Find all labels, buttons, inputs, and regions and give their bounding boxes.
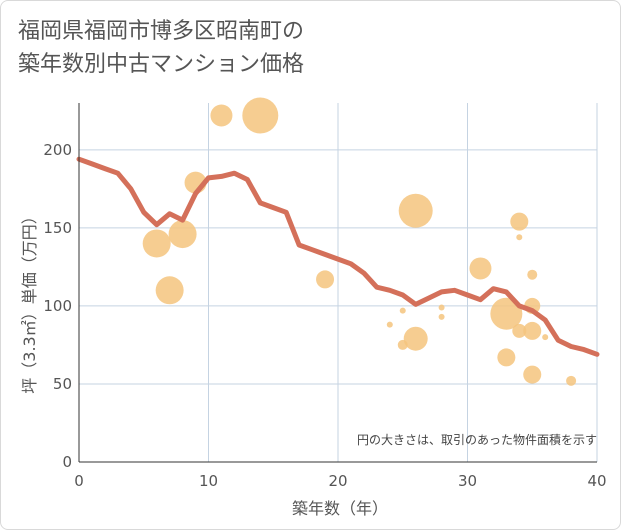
chart-title-line-2: 築年数別中古マンション価格 [18,52,305,77]
bubble-point [566,375,577,386]
bubble-point [316,270,335,289]
grid-lines [79,103,598,462]
bubble-point [523,321,542,340]
bubble-point [523,365,542,384]
x-tick-label: 20 [328,472,347,490]
chart-title-line-1: 福岡県福岡市博多区昭南町の [18,19,305,44]
bubble-point [512,323,527,338]
bubble-point [403,326,428,351]
bubble-series [142,97,577,386]
bubble-point [542,334,549,341]
chart-title: 福岡県福岡市博多区昭南町の 築年数別中古マンション価格 [18,15,304,81]
bubble-point [438,304,445,311]
bubble-point [155,276,184,305]
x-tick-label: 10 [199,472,218,490]
y-tick-label: 50 [53,375,72,393]
bubble-point [469,257,492,280]
bubble-point [242,97,279,134]
x-axis-label: 築年数（年） [292,499,388,518]
x-tick-label: 30 [458,472,477,490]
bubble-point [398,193,433,228]
x-tick-label: 40 [587,472,606,490]
bubble-point [142,229,171,258]
tick-labels: 0 10 20 30 40 0 50 100 150 200 [43,141,606,490]
y-tick-label: 100 [43,297,72,315]
bubble-point [497,348,516,367]
x-tick-label: 0 [74,472,84,490]
trend-line-series [76,156,600,357]
bubble-point [516,234,523,241]
y-tick-label: 150 [43,219,72,237]
y-tick-label: 0 [62,453,72,471]
bubble-point [490,297,523,330]
y-tick-label: 200 [43,141,72,159]
bubble-size-note: 円の大きさは、取引のあった物件面積を示す [357,432,597,447]
trend-line [76,156,600,357]
bubble-point [210,104,233,127]
bubble-point [510,212,529,231]
bubble-point [527,269,538,280]
bubble-point [168,220,197,249]
y-axis-label: 坪（3.3㎡）単価（万円） [20,208,39,393]
bubble-point [386,321,393,328]
axes [78,103,597,463]
bubble-point [399,307,406,314]
bubble-point [438,313,445,320]
